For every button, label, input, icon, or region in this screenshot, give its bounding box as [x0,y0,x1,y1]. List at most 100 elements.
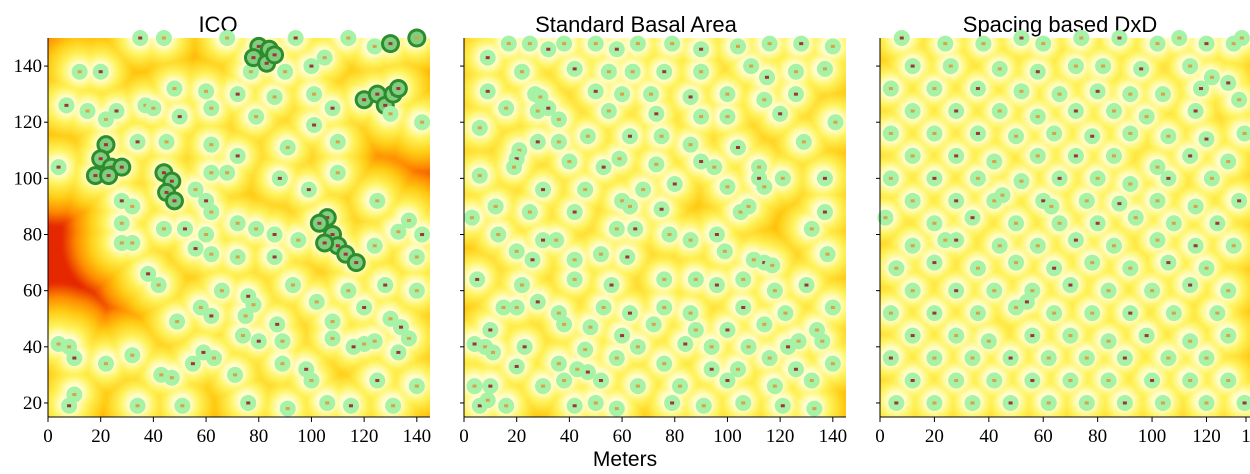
tree-116 [1220,282,1237,299]
tree-112 [269,316,286,333]
tree-stem [970,216,975,220]
tree-stem [254,115,259,119]
tree-stem [306,188,311,192]
tree-stem [293,36,298,40]
tree-71 [369,192,386,209]
tree-stem [103,362,108,366]
tree-38 [550,111,567,128]
tree-stem [414,384,419,388]
tree-139 [369,372,386,389]
tree-stem [193,247,198,251]
tree-93 [1029,237,1046,254]
tree-stem [725,185,730,189]
tree-stem [475,277,480,281]
tree-40 [306,117,323,134]
tree-stem [883,216,888,220]
tree-stem [254,227,259,231]
tree-92 [803,220,820,237]
tree-162 [1198,394,1215,411]
tree-stem [954,379,959,383]
tree-stem [1226,289,1231,293]
tree-140 [408,378,425,395]
tree-stem [992,199,997,203]
tree-148 [579,364,596,381]
tree-58 [1182,147,1199,164]
tree-80 [877,209,894,226]
tree-6 [1073,30,1090,46]
tree-stem [309,64,314,68]
tree-stem [1111,154,1116,158]
tree-21 [198,83,215,100]
tree-stem [477,126,482,130]
tree-stem [1035,70,1040,74]
tree-63 [164,191,184,211]
tree-99 [888,260,905,277]
tree-135 [1220,327,1237,344]
tree-5 [556,35,573,52]
plot-area-standard-basal-area: 0 20 40 60 80 100 120 140 [459,35,847,447]
tree-2 [155,30,172,46]
tree-stem [1090,261,1095,265]
tree-stem [396,350,401,354]
tree-stem [348,404,353,408]
tree-stem [662,306,667,310]
tree-173 [695,397,712,414]
tree-stem [1144,334,1149,338]
tree-107 [656,271,673,288]
tree-stem [204,233,209,237]
tree-19 [1133,60,1150,77]
tree-stem [786,345,791,349]
tree-57 [561,153,578,170]
tree-stem [519,283,524,287]
x-tick-label: 80 [665,426,684,447]
tree-58 [271,170,288,187]
tree-59 [611,150,628,167]
y-tick-label: 100 [14,168,43,189]
tree-13 [793,35,810,52]
tree-stem [383,283,388,287]
tree-30 [1154,86,1171,103]
tree-stem [235,221,240,225]
tree-118 [621,305,638,322]
tree-stem [119,199,124,203]
tree-stem [375,199,380,203]
tree-117 [595,299,612,316]
tree-106 [1160,254,1177,271]
tree-stem [1160,401,1165,405]
tree-stem [103,143,108,147]
tree-stem [209,252,214,256]
tree-stem [688,143,693,147]
tree-stem [330,336,335,340]
tree-stem [627,134,632,138]
tree-stem [1008,356,1013,360]
tree-28 [587,83,604,100]
tree-stem [477,404,482,408]
tree-stem [1095,176,1100,180]
tree-91 [708,226,725,243]
tree-stem [225,36,230,40]
tree-stem [997,109,1002,113]
tree-49 [129,133,146,150]
tree-67 [1160,170,1177,187]
tree-117 [882,305,899,322]
tree-stem [280,339,285,343]
tree-116 [400,330,417,347]
tree-stem [662,362,667,366]
tree-113 [495,299,512,316]
tree-156 [466,378,483,395]
tree-stem [1041,42,1046,46]
tree-stem [472,384,477,388]
tree-stem [970,356,975,360]
tree-128 [948,327,965,344]
tree-stem [699,47,704,51]
tree-stem [932,87,937,91]
tree-stem [954,289,959,293]
tree-105 [566,271,583,288]
tree-62 [706,159,723,176]
tree-137 [926,350,943,367]
tree-144 [814,333,831,350]
tree-143 [1160,350,1177,367]
tree-103 [469,271,486,288]
tree-stem [285,407,290,411]
